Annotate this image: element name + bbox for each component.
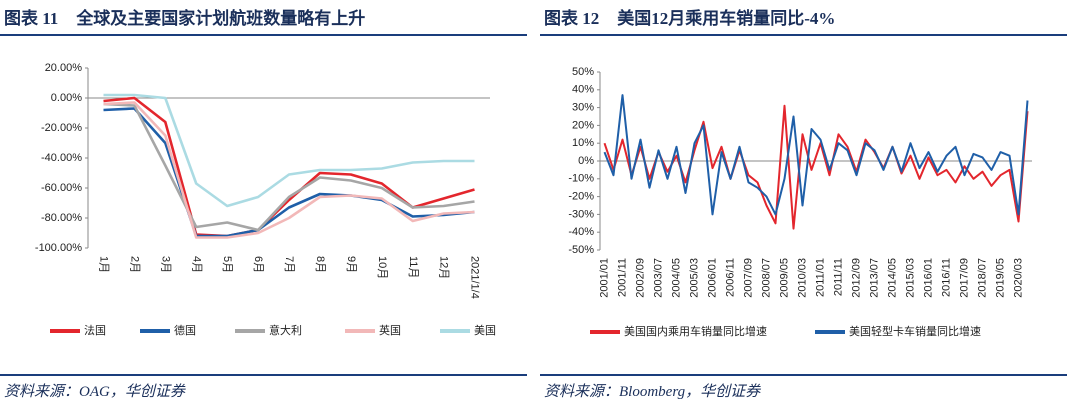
rule — [540, 374, 1067, 376]
legend-label: 英国 — [379, 323, 401, 337]
x-tick-label: 2018/07 — [976, 258, 988, 298]
figure-label: 图表 11 — [4, 9, 59, 28]
x-tick-label: 12月 — [438, 256, 450, 279]
x-tick-label: 2006/01 — [706, 258, 718, 298]
x-tick-label: 2007/09 — [742, 258, 754, 298]
y-tick-label: -10% — [568, 173, 594, 185]
header: 图表 11 全球及主要国家计划航班数量略有上升 — [4, 4, 365, 29]
x-tick-label: 7月 — [283, 256, 295, 273]
x-tick-label: 2004/05 — [670, 258, 682, 298]
header: 图表 12 美国12月乘用车销量同比-4% — [544, 4, 835, 29]
x-tick-label: 2021/1/4 — [469, 256, 481, 299]
x-tick-label: 2013/07 — [868, 258, 880, 298]
y-tick-label: -20% — [568, 191, 594, 203]
x-tick-label: 2009/05 — [778, 258, 790, 298]
source: 资料来源：Bloomberg，华创证券 — [544, 384, 761, 400]
x-tick-label: 2017/09 — [958, 258, 970, 298]
y-tick-label: 0.00% — [51, 92, 82, 104]
x-tick-label: 2001/01 — [598, 258, 610, 298]
x-tick-label: 2012/09 — [850, 258, 862, 298]
chart: -50% -40% -30% -20% -10% 0% 10% 20% 30% 40% 50% 200… — [568, 66, 1032, 338]
series-line — [103, 102, 475, 232]
x-tick-label: 11月 — [407, 256, 419, 278]
y-tick-label: -40.00% — [41, 152, 82, 164]
chart-title: 美国12月乘用车销量同比-4% — [617, 9, 836, 28]
series-line — [103, 93, 475, 208]
x-tick-label: 2001/11 — [616, 258, 628, 297]
y-tick-label: -80.00% — [41, 212, 82, 224]
series-line — [103, 101, 475, 239]
x-tick-label: 5月 — [221, 256, 233, 273]
y-tick-label: 40% — [572, 84, 594, 96]
rule — [0, 34, 527, 36]
y-tick-label: 50% — [572, 66, 594, 78]
x-tick-label: 2003/07 — [652, 258, 664, 298]
x-tick-label: 9月 — [345, 256, 357, 273]
y-tick-label: -30% — [568, 208, 594, 220]
y-tick-label: 10% — [572, 137, 594, 149]
panel: 图表 12 美国12月乘用车销量同比-4% -50% -40% -30% -20% -10… — [540, 0, 1067, 407]
x-tick-label: 2016/01 — [922, 258, 934, 298]
chart: -100.00% -80.00% -60.00% -40.00% -20.00% 0.00… — [35, 62, 496, 337]
series-line — [103, 107, 475, 238]
chart-title: 全球及主要国家计划航班数量略有上升 — [76, 9, 366, 28]
y-tick-label: -50% — [568, 244, 594, 256]
x-tick-label: 2010/03 — [796, 258, 808, 298]
x-tick-label: 2014/05 — [886, 258, 898, 298]
x-tick-label: 2015/03 — [904, 258, 916, 298]
rule — [0, 374, 527, 376]
y-tick-label: -60.00% — [41, 182, 82, 194]
y-tick-label: 30% — [572, 102, 594, 114]
x-tick-label: 2020/03 — [1012, 258, 1024, 298]
x-tick-label: 2011/01 — [814, 258, 826, 297]
x-tick-label: 10月 — [376, 256, 388, 279]
x-tick-label: 8月 — [314, 256, 326, 273]
rule — [540, 34, 1067, 36]
x-tick-label: 1月 — [98, 256, 110, 273]
y-tick-label: 0% — [578, 155, 594, 167]
legend-label: 法国 — [84, 323, 106, 337]
x-tick-label: 2008/07 — [760, 258, 772, 298]
legend-label: 美国轻型卡车销量同比增速 — [849, 324, 981, 338]
panel: 图表 11 全球及主要国家计划航班数量略有上升 -100.00% -80.00% -6… — [0, 0, 527, 407]
x-tick-label: 2011/11 — [832, 258, 844, 296]
x-tick-label: 2002/09 — [634, 258, 646, 298]
x-tick-label: 4月 — [190, 256, 202, 273]
x-tick-label: 2019/05 — [994, 258, 1006, 298]
series-line — [603, 94, 1029, 216]
figure-label: 图表 12 — [544, 9, 600, 28]
y-tick-label: -20.00% — [41, 122, 82, 134]
x-tick-label: 3月 — [159, 256, 171, 273]
y-tick-label: -40% — [568, 226, 594, 238]
legend-label: 德国 — [174, 323, 196, 337]
x-tick-label: 6月 — [252, 256, 264, 273]
x-tick-label: 2016/11 — [940, 258, 952, 297]
legend-label: 意大利 — [269, 323, 302, 337]
y-tick-label: -100.00% — [35, 242, 82, 254]
series-line — [603, 104, 1029, 230]
source: 资料来源：OAG，华创证券 — [4, 384, 185, 400]
legend-label: 美国 — [474, 324, 496, 337]
y-tick-label: 20% — [572, 119, 594, 131]
x-tick-label: 2005/03 — [688, 258, 700, 298]
x-tick-label: 2月 — [128, 256, 140, 273]
x-tick-label: 2006/11 — [724, 258, 736, 297]
legend-label: 美国国内乘用车销量同比增速 — [624, 324, 767, 338]
y-tick-label: 20.00% — [45, 62, 83, 74]
